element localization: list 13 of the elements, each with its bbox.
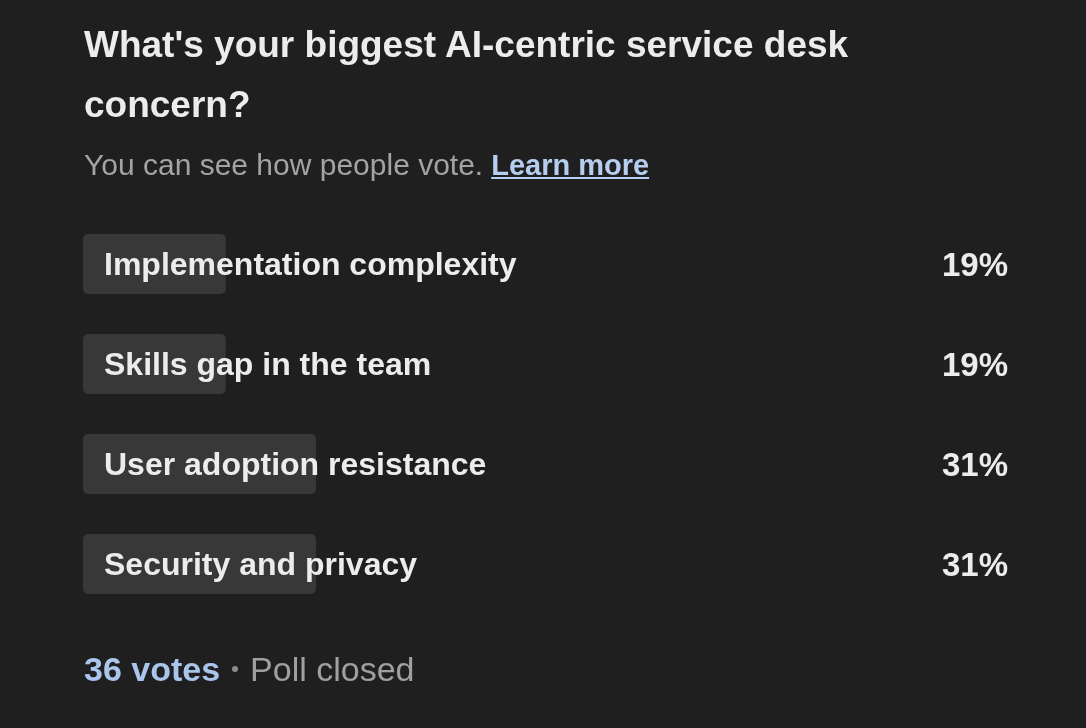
data-label: 31% (941, 545, 1008, 583)
text: Learn more (491, 149, 650, 181)
y-tick-label: Skills gap in the team (104, 346, 432, 383)
data-label: 19% (941, 345, 1008, 383)
text: Poll closed (250, 649, 415, 690)
text: 36 votes (84, 649, 221, 690)
chart-subtitle: You can see how people vote. (84, 148, 484, 181)
y-tick-label: Security and privacy (104, 546, 418, 583)
text: What's your biggest AI-centric service desk concern? (84, 23, 850, 127)
data-label: 31% (941, 445, 1008, 483)
y-tick-label: Implementation complexity (104, 246, 517, 283)
data-label: 19% (941, 245, 1008, 283)
y-tick-label: User adoption resistance (104, 446, 487, 483)
